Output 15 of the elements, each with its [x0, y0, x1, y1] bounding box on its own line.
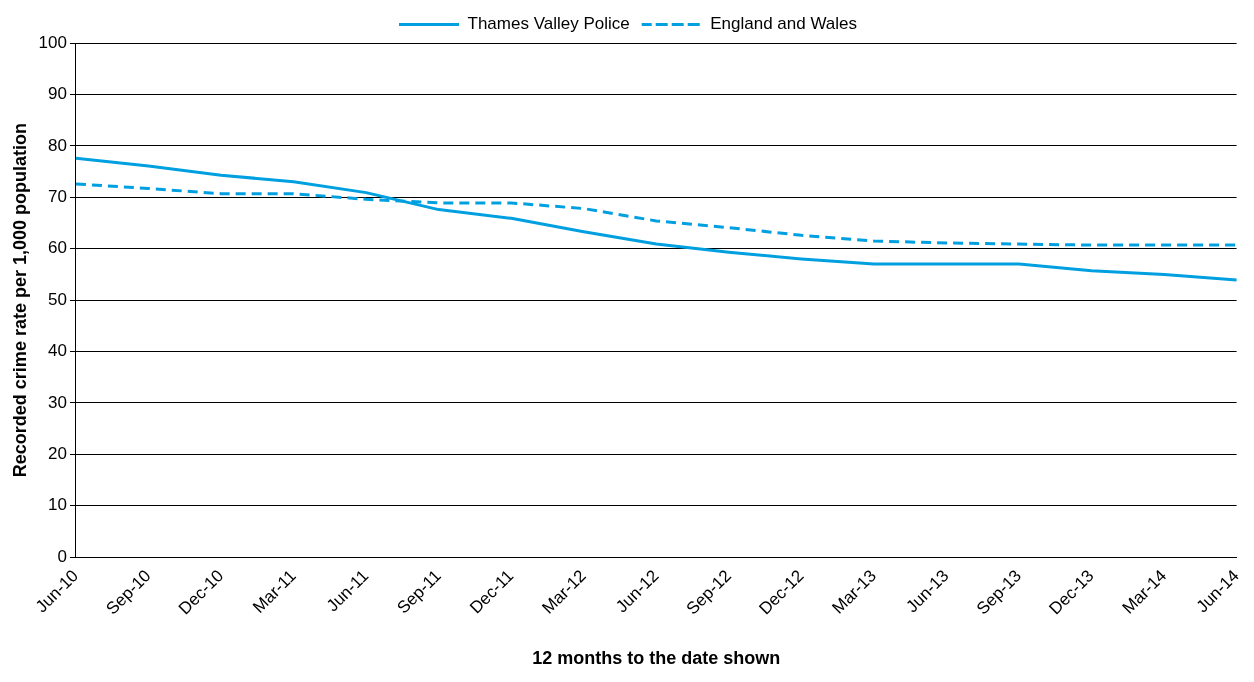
- y-tick-label: 40: [48, 341, 67, 361]
- y-tick-label: 70: [48, 186, 67, 206]
- y-tick-label: 0: [57, 546, 67, 566]
- legend-label: Thames Valley Police: [467, 14, 630, 34]
- y-tick-label: 60: [48, 238, 67, 258]
- y-tick-label: 100: [38, 32, 67, 52]
- y-tick-label: 30: [48, 392, 67, 412]
- y-tick-label: 10: [48, 495, 67, 515]
- y-tick-label: 90: [48, 84, 67, 104]
- x-axis-title: 12 months to the date shown: [532, 648, 781, 669]
- y-axis-title: Recorded crime rate per 1,000 population: [9, 123, 30, 478]
- y-tick-label: 20: [48, 444, 67, 464]
- y-tick-label: 80: [48, 135, 67, 155]
- y-tick-label: 50: [48, 289, 67, 309]
- legend-label: England and Wales: [710, 14, 858, 34]
